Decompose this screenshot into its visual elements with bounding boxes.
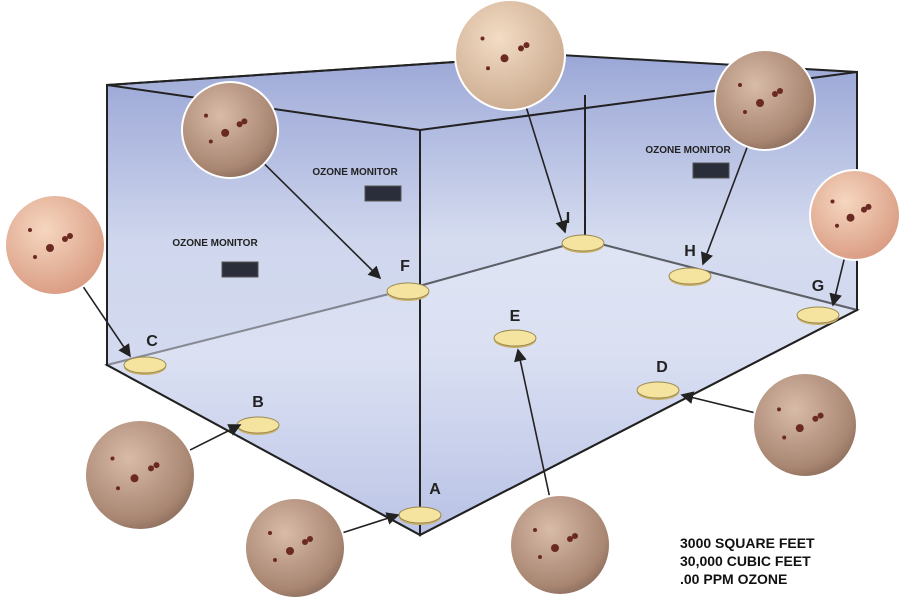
diagram: A B C D E F G H I OZONE MONITOR OZONE MONITOR OZON… [0, 0, 917, 603]
plate-label: A [429, 481, 441, 498]
colony [111, 457, 115, 461]
colony [302, 539, 308, 545]
colony [46, 244, 54, 252]
colony [567, 536, 573, 542]
monitor-label: OZONE MONITOR [645, 145, 731, 156]
plate-label: B [252, 394, 264, 411]
petri-plate [669, 268, 711, 284]
colony [796, 424, 804, 432]
colony [286, 547, 294, 555]
petri-plate [797, 307, 839, 323]
colony [148, 465, 154, 471]
plate-label: C [146, 333, 158, 350]
petri-dish [455, 0, 565, 110]
petri-plate [387, 283, 429, 299]
colony [307, 536, 313, 542]
petri-plate [562, 235, 604, 251]
colony [812, 416, 818, 422]
colony [62, 236, 68, 242]
petri-plate [124, 357, 166, 373]
colony [273, 558, 277, 562]
colony [782, 435, 786, 439]
info-line: 30,000 CUBIC FEET [680, 553, 811, 569]
colony [33, 255, 37, 259]
colony [572, 533, 578, 539]
petri-plate [494, 330, 536, 346]
colony [866, 204, 872, 210]
colony [738, 83, 742, 87]
petri-dish [715, 50, 815, 150]
plate-label: D [656, 359, 668, 376]
petri-dish [85, 420, 195, 530]
colony [524, 42, 530, 48]
info-line: 3000 SQUARE FEET [680, 535, 815, 551]
colony [831, 200, 835, 204]
colony [116, 486, 120, 490]
plate-label: G [812, 278, 824, 295]
colony [154, 462, 160, 468]
monitor-label: OZONE MONITOR [312, 167, 398, 178]
colony [131, 474, 139, 482]
colony [777, 407, 781, 411]
colony [743, 110, 747, 114]
petri-dish [245, 498, 345, 598]
colony [241, 118, 247, 124]
petri-plate [399, 507, 441, 523]
arrow [343, 515, 398, 533]
plate-label: F [400, 258, 410, 275]
petri-dish [810, 170, 900, 260]
plate-label: H [684, 243, 696, 260]
monitor-device [693, 163, 729, 178]
colony [209, 140, 213, 144]
monitor-device [222, 262, 258, 277]
monitor-label: OZONE MONITOR [172, 238, 258, 249]
colony [204, 114, 208, 118]
plate-label: I [566, 210, 570, 227]
colony [772, 91, 778, 97]
colony [777, 88, 783, 94]
petri-dish [5, 195, 105, 295]
colony [67, 233, 73, 239]
colony [847, 214, 855, 222]
colony [481, 37, 485, 41]
petri-plate [637, 382, 679, 398]
colony [28, 228, 32, 232]
colony [835, 224, 839, 228]
colony [518, 45, 524, 51]
info-line: .00 PPM OZONE [680, 571, 787, 587]
monitor-device [365, 186, 401, 201]
petri-dish [753, 373, 857, 477]
colony [551, 544, 559, 552]
arrow [682, 395, 754, 413]
petri-plate [237, 417, 279, 433]
arrow [189, 425, 240, 450]
colony [268, 531, 272, 535]
plate-label: E [510, 308, 521, 325]
colony [486, 66, 490, 70]
petri-dish [510, 495, 610, 595]
colony [756, 99, 764, 107]
colony [533, 528, 537, 532]
colony [818, 413, 824, 419]
colony [501, 54, 509, 62]
petri-dish [182, 82, 278, 178]
colony [538, 555, 542, 559]
colony [221, 129, 229, 137]
